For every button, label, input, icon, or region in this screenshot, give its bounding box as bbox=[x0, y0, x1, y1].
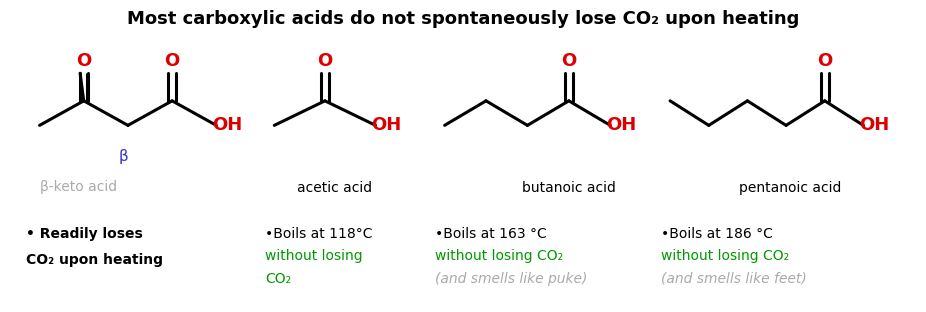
Text: •Boils at 163 °C: •Boils at 163 °C bbox=[435, 227, 547, 241]
Text: without losing: without losing bbox=[265, 249, 363, 263]
Text: • Readily loses: • Readily loses bbox=[26, 227, 143, 241]
Text: O: O bbox=[318, 52, 332, 70]
Text: β-keto acid: β-keto acid bbox=[40, 180, 117, 194]
Text: OH: OH bbox=[371, 116, 401, 134]
Text: •Boils at 118°C: •Boils at 118°C bbox=[265, 227, 372, 241]
Text: butanoic acid: butanoic acid bbox=[522, 181, 616, 195]
Text: Most carboxylic acids do not spontaneously lose CO₂ upon heating: Most carboxylic acids do not spontaneous… bbox=[127, 10, 799, 28]
Text: (and smells like feet): (and smells like feet) bbox=[661, 271, 807, 285]
Text: OH: OH bbox=[606, 116, 636, 134]
Text: OH: OH bbox=[212, 116, 242, 134]
Text: O: O bbox=[817, 52, 832, 70]
Text: O: O bbox=[165, 52, 180, 70]
Text: acetic acid: acetic acid bbox=[296, 181, 371, 195]
Text: OH: OH bbox=[858, 116, 889, 134]
Text: (and smells like puke): (and smells like puke) bbox=[435, 271, 588, 285]
Text: •Boils at 186 °C: •Boils at 186 °C bbox=[661, 227, 773, 241]
Text: CO₂: CO₂ bbox=[265, 271, 292, 285]
Text: O: O bbox=[76, 52, 92, 70]
Text: β: β bbox=[119, 149, 128, 163]
Text: CO₂ upon heating: CO₂ upon heating bbox=[26, 253, 163, 267]
Text: without losing CO₂: without losing CO₂ bbox=[661, 249, 789, 263]
Text: without losing CO₂: without losing CO₂ bbox=[435, 249, 564, 263]
Text: pentanoic acid: pentanoic acid bbox=[739, 181, 841, 195]
Text: O: O bbox=[561, 52, 577, 70]
